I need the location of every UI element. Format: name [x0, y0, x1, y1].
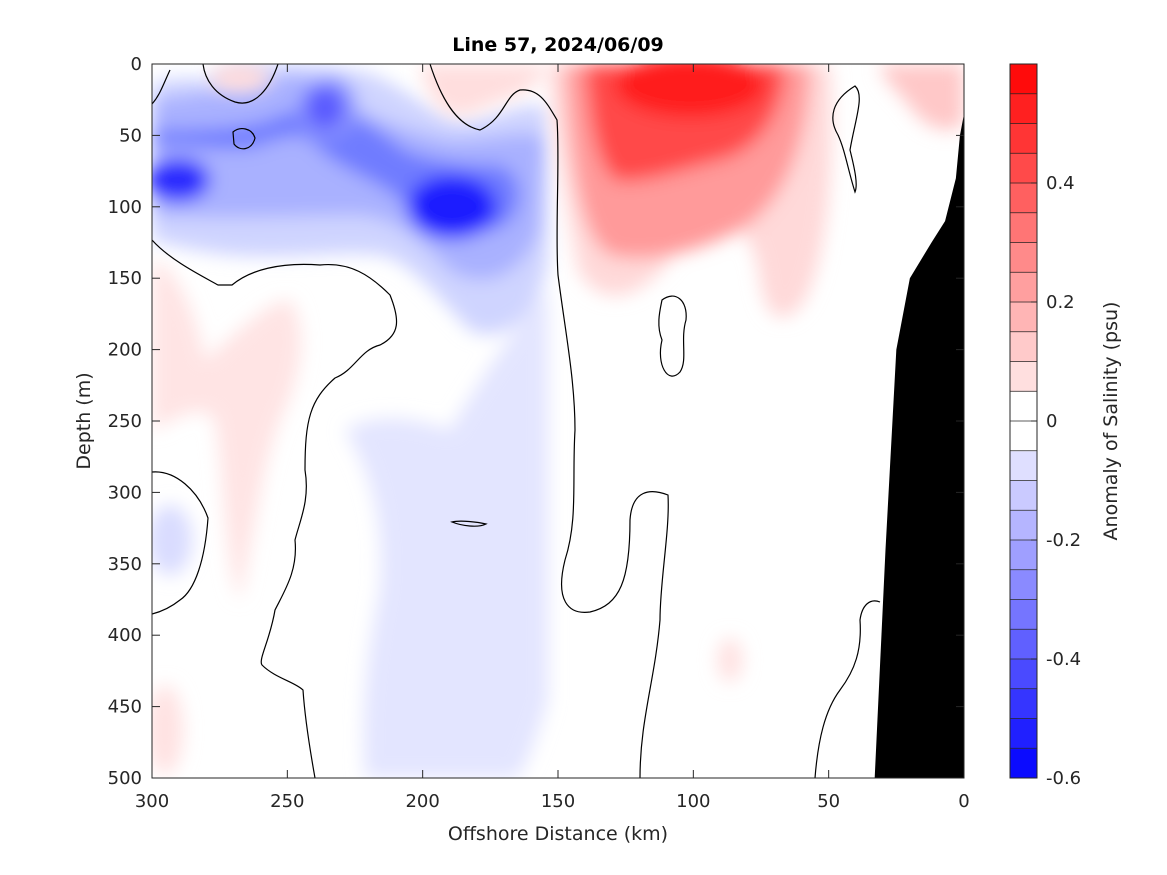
x-tick-label: 0 [958, 791, 969, 812]
colorbar-swatch [1010, 331, 1037, 362]
colorbar-swatch [1010, 64, 1037, 95]
zero-contour-7 [658, 295, 687, 377]
colorbar-swatch [1010, 302, 1037, 333]
x-tick-label: 150 [541, 791, 575, 812]
y-tick-label: 350 [108, 554, 142, 575]
chart-title: Line 57, 2024/06/09 [452, 34, 664, 56]
colorbar-tick-label: -0.2 [1046, 530, 1081, 551]
y-tick-label: 50 [119, 125, 142, 146]
y-tick-label: 250 [108, 411, 142, 432]
y-tick-label: 500 [108, 768, 142, 789]
zero-contour-1 [152, 69, 171, 105]
colorbar-swatch [1010, 599, 1037, 630]
colorbar-swatch [1010, 510, 1037, 541]
colorbar-swatch [1010, 718, 1037, 749]
zero-contour-2 [202, 64, 279, 104]
colorbar-swatch [1010, 183, 1037, 214]
x-tick-label: 200 [405, 791, 439, 812]
pos-region-surface-west [420, 64, 545, 116]
colorbar-ticks: 0.4 0.2 0 -0.2 -0.4 -0.6 [1031, 173, 1081, 789]
pos-region-deep-west [152, 685, 183, 775]
y-tick-label: 450 [108, 697, 142, 718]
colorbar-swatch [1010, 569, 1037, 600]
x-tick-label: 100 [676, 791, 710, 812]
y-tick-label: 0 [131, 54, 142, 75]
neg-region-deep [345, 290, 548, 778]
neg-region-small-west [152, 505, 192, 575]
y-tick-label: 100 [108, 197, 142, 218]
x-tick-label: 300 [135, 791, 169, 812]
colorbar-tick-label: -0.4 [1046, 649, 1081, 670]
colorbar-swatch [1010, 421, 1037, 452]
plot-area: 300 250 200 150 100 50 0 050100150200250300350… [108, 54, 970, 812]
zero-contour-3 [232, 128, 256, 150]
x-axis: 300 250 200 150 100 50 0 [135, 64, 970, 812]
pos-core [615, 64, 765, 117]
colorbar-swatch [1010, 540, 1037, 571]
x-tick-label: 250 [270, 791, 304, 812]
colorbar-swatch [1010, 450, 1037, 481]
neg-core-west [152, 158, 210, 202]
colorbar-swatch [1010, 153, 1037, 184]
y-tick-label: 150 [108, 268, 142, 289]
zero-contour-4 [429, 64, 669, 778]
neg-core-central [407, 175, 497, 239]
colorbar-tick-label: 0 [1046, 411, 1057, 432]
colorbar-label: Anomaly of Salinity (psu) [1100, 302, 1122, 541]
neg-core-upper [305, 86, 345, 130]
bathymetry-mask [874, 113, 964, 778]
salinity-anomaly-field [152, 64, 964, 778]
colorbar-tick-label: 0.4 [1046, 173, 1075, 194]
zero-contour-5 [152, 239, 398, 778]
colorbar-swatch [1010, 212, 1037, 243]
colorbar-swatch [1010, 361, 1037, 392]
zero-contour-8 [832, 85, 860, 194]
colorbar [1009, 63, 1038, 779]
colorbar-swatch [1010, 123, 1037, 154]
colorbar-swatch [1010, 688, 1037, 719]
zero-contours [152, 64, 881, 778]
y-tick-label: 300 [108, 482, 142, 503]
colorbar-swatch [1010, 242, 1037, 273]
pos-region-deep-nearshore [718, 638, 742, 682]
y-axis-label: Depth (m) [73, 372, 95, 469]
colorbar-swatch [1010, 93, 1037, 124]
x-tick-label: 50 [817, 791, 840, 812]
zero-contour-6 [152, 471, 209, 615]
colorbar-swatch [1010, 391, 1037, 422]
colorbar-tick-label: 0.2 [1046, 292, 1075, 313]
x-axis-label: Offshore Distance (km) [448, 823, 668, 845]
y-tick-label: 400 [108, 625, 142, 646]
pos-region-nearshore [880, 64, 964, 130]
colorbar-swatch [1010, 659, 1037, 690]
colorbar-swatch [1010, 629, 1037, 660]
pos-region-surface-far-west [210, 64, 270, 92]
zero-contour-10 [450, 520, 488, 527]
colorbar-swatch [1010, 272, 1037, 303]
pos-region-offshore [152, 260, 301, 600]
colorbar-tick-label: -0.6 [1046, 768, 1081, 789]
y-axis: 0 50 100 150 200 250 300 350 400 450 500 [108, 54, 964, 789]
colorbar-swatch [1010, 748, 1037, 779]
zero-contour-9 [814, 600, 881, 778]
colorbar-swatch [1010, 480, 1037, 511]
y-tick-label: 200 [108, 340, 142, 361]
